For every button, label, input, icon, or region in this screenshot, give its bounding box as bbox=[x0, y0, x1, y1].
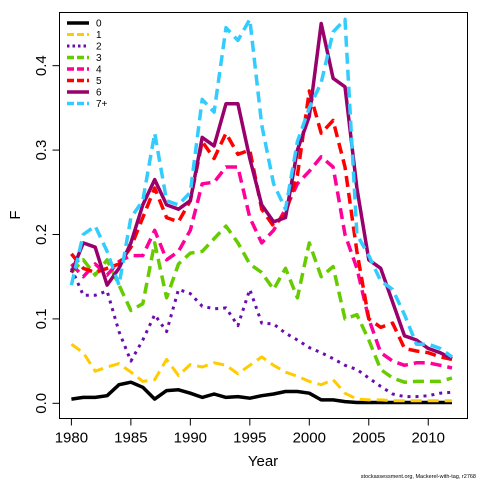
series-line-age-6 bbox=[69, 21, 453, 361]
legend-label: 3 bbox=[96, 53, 102, 64]
series-line-age-0 bbox=[71, 380, 452, 405]
series-layer bbox=[69, 17, 454, 405]
series-line-age-5 bbox=[70, 89, 453, 362]
x-tick-label: 1980 bbox=[55, 430, 88, 447]
legend-label: 0 bbox=[96, 19, 102, 30]
series-line-age-1 bbox=[70, 342, 452, 403]
legend-label: 4 bbox=[96, 65, 102, 76]
source-credit: stockassessment.org, Mackerel-with-tag, … bbox=[361, 474, 476, 480]
legend-label: 7+ bbox=[96, 99, 108, 110]
y-tick-label: 0.1 bbox=[33, 308, 50, 329]
legend-label: 2 bbox=[96, 42, 102, 53]
x-tick-label: 2000 bbox=[293, 430, 326, 447]
y-tick-label: 0.4 bbox=[33, 55, 50, 76]
legend-label: 5 bbox=[96, 76, 102, 87]
y-tick-label: 0.3 bbox=[33, 140, 50, 161]
y-tick-label: 0.2 bbox=[33, 224, 50, 245]
plot-frame bbox=[59, 12, 468, 419]
legend-label: 6 bbox=[96, 88, 102, 99]
x-tick-label: 1990 bbox=[174, 430, 207, 447]
x-tick-label: 1995 bbox=[233, 430, 266, 447]
legend-label: 1 bbox=[96, 30, 102, 41]
y-tick-label: 0.0 bbox=[33, 393, 50, 414]
x-tick-label: 2005 bbox=[352, 430, 385, 447]
x-tick-label: 2010 bbox=[412, 430, 445, 447]
y-axis-title: F bbox=[7, 210, 24, 219]
series-line-7plus bbox=[69, 17, 454, 359]
x-axis-title: Year bbox=[248, 453, 278, 470]
series-line-age-4 bbox=[70, 155, 453, 370]
axis-layer: 1980 1985 1990 1995 2000 2005 2010 0.0 0.1 0.2 0.3… bbox=[33, 55, 445, 446]
series-line-age-2 bbox=[70, 267, 453, 399]
series-line-age-3 bbox=[70, 224, 453, 384]
x-tick-label: 1985 bbox=[114, 430, 147, 447]
